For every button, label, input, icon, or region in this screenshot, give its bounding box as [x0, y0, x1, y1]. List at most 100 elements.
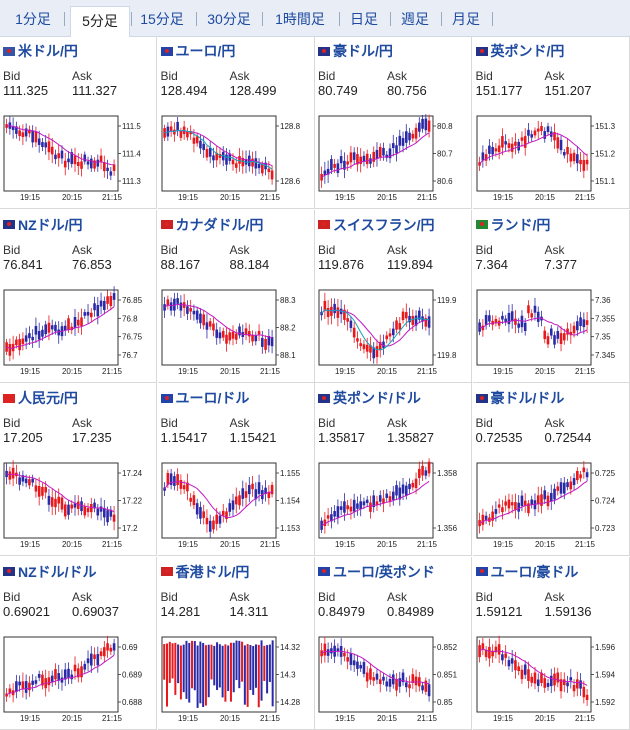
mini-chart[interactable]: 0.725 0.724 0.723 19:15 20:15 21:15 — [473, 459, 630, 556]
candle — [218, 331, 221, 338]
mini-chart[interactable]: 119.9 119.8 19:15 20:15 21:15 — [315, 286, 472, 383]
pair-title-link[interactable]: 香港ドル/円 — [160, 563, 249, 581]
mini-chart[interactable]: 80.8 80.7 80.6 19:15 20:15 21:15 — [315, 112, 472, 209]
candle — [497, 504, 500, 508]
candle — [80, 316, 83, 326]
mini-chart[interactable]: 128.8 128.6 19:15 20:15 21:15 — [158, 112, 315, 209]
candle — [369, 667, 372, 680]
candle — [24, 334, 28, 342]
candle — [418, 468, 421, 478]
mini-chart[interactable]: 0.69 0.689 0.688 19:15 20:15 21:15 — [0, 633, 157, 730]
mini-chart[interactable]: 1.596 1.594 1.592 19:15 20:15 21:15 — [473, 633, 630, 730]
pair-title-link[interactable]: 豪ドル/円 — [318, 42, 393, 60]
candle — [398, 487, 402, 500]
pair-title-link[interactable]: 米ドル/円 — [3, 42, 78, 60]
currency-cell: ユーロ/円 Bid Ask 128.494 128.499 128.8 128.6 19:15… — [157, 36, 315, 209]
candle — [523, 136, 527, 148]
tab-15min[interactable]: 15分足 — [140, 11, 184, 27]
y-tick-label: 119.9 — [437, 296, 457, 305]
pair-title-link[interactable]: NZドル/円 — [3, 216, 83, 234]
tab-5min[interactable]: 5分足 — [70, 6, 130, 37]
candle — [516, 665, 520, 671]
candle — [323, 300, 327, 311]
candle — [385, 334, 389, 339]
pair-title-link[interactable]: ランド/円 — [475, 216, 550, 234]
candle — [552, 132, 556, 141]
candle — [411, 482, 415, 488]
pair-title-link[interactable]: ユーロ/ドル — [160, 389, 249, 407]
pair-title-link[interactable]: 豪ドル/ドル — [475, 389, 564, 407]
pair-title-link[interactable]: 英ポンド/ドル — [318, 389, 421, 407]
candle — [552, 334, 556, 345]
candle — [86, 161, 90, 165]
tab-daily[interactable]: 日足 — [350, 11, 378, 27]
candle — [231, 159, 234, 165]
bid-label: Bid — [3, 69, 21, 83]
pair-title-link[interactable]: 英ポンド/円 — [475, 42, 564, 60]
mini-chart[interactable]: 1.155 1.154 1.153 19:15 20:15 21:15 — [158, 459, 315, 556]
candle — [421, 118, 424, 129]
pair-title-link[interactable]: ユーロ/豪ドル — [475, 563, 578, 581]
tab-monthly[interactable]: 月足 — [452, 11, 480, 27]
tab-1hour[interactable]: 1時間足 — [275, 11, 325, 27]
candle — [60, 497, 64, 510]
timeframe-tabs: 1分足 5分足 15分足 30分足 1時間足 日足 週足 月足 — [0, 0, 630, 37]
chart-frame — [476, 289, 591, 365]
x-tick-label: 21:15 — [417, 193, 438, 202]
short-moving-average-line — [321, 308, 430, 350]
candle — [398, 677, 402, 687]
currency-cell: ユーロ/ドル Bid Ask 1.15417 1.15421 1.155 1.154 1.15… — [157, 383, 315, 556]
mini-chart[interactable]: 151.3 151.2 151.1 19:15 20:15 21:15 — [473, 112, 630, 209]
candle — [44, 487, 47, 493]
mini-chart[interactable]: 1.358 1.356 19:15 20:15 21:15 — [315, 458, 472, 556]
mini-chart[interactable]: 7.36 7.355 7.35 7.345 19:15 20:15 21:15 — [473, 286, 630, 383]
candle — [172, 476, 176, 486]
candle — [109, 509, 113, 517]
candle — [391, 328, 395, 335]
currency-cell: ランド/円 Bid Ask 7.364 7.377 7.36 7.355 7.35 7.345 1… — [472, 209, 630, 383]
mini-chart[interactable]: 111.5 111.4 111.3 19:15 20:15 21:15 — [0, 112, 157, 209]
moving-average-line — [6, 654, 115, 695]
candle — [267, 168, 270, 173]
mini-chart[interactable]: 0.852 0.851 0.85 19:15 20:15 21:15 — [315, 633, 472, 730]
candle — [369, 158, 372, 164]
y-tick-label: 0.723 — [595, 524, 616, 533]
tab-1min[interactable]: 1分足 — [15, 11, 51, 27]
pair-title-link[interactable]: 人民元/円 — [3, 389, 78, 407]
currency-cell: 英ポンド/円 Bid Ask 151.177 151.207 151.3 151.2 151.… — [472, 36, 630, 209]
candle — [63, 668, 67, 680]
mini-chart[interactable]: 14.32 14.3 14.28 19:15 20:15 21:15 — [158, 633, 315, 730]
candle — [34, 679, 38, 684]
mini-chart[interactable]: 88.3 88.2 88.1 19:15 20:15 21:15 — [158, 286, 315, 383]
mini-chart[interactable]: 17.24 17.22 17.2 19:15 20:15 21:15 — [0, 459, 157, 556]
candle — [257, 330, 260, 334]
candle — [221, 330, 225, 338]
y-tick-label: 76.85 — [122, 296, 143, 305]
candle — [546, 335, 549, 344]
candle — [507, 143, 510, 148]
pair-title-link[interactable]: カナダドル/円 — [160, 216, 263, 234]
x-tick-label: 19:15 — [177, 193, 198, 202]
pair-title-link[interactable]: ユーロ/円 — [160, 42, 235, 60]
candle — [250, 334, 254, 341]
y-tick-label: 151.3 — [595, 122, 616, 131]
pair-title-link[interactable]: ユーロ/英ポンド — [318, 563, 435, 581]
pair-title-link[interactable]: NZドル/ドル — [3, 563, 97, 581]
candle — [76, 501, 80, 509]
candle — [575, 471, 579, 481]
candle — [414, 315, 418, 326]
tab-30min[interactable]: 30分足 — [207, 11, 251, 27]
candle — [179, 480, 182, 489]
tab-weekly[interactable]: 週足 — [401, 11, 429, 27]
candle — [34, 325, 38, 335]
mini-chart[interactable]: 76.85 76.8 76.75 76.7 19:15 20:15 21:15 — [0, 285, 157, 383]
candle — [369, 344, 372, 353]
bid-label: Bid — [475, 242, 493, 257]
x-tick-label: 19:15 — [492, 714, 513, 723]
candle — [418, 310, 421, 320]
candle — [372, 676, 376, 681]
pair-title-link[interactable]: スイスフラン/円 — [318, 216, 434, 234]
y-tick-label: 76.8 — [122, 314, 138, 323]
candle — [414, 127, 418, 139]
tab-separator — [441, 12, 442, 26]
